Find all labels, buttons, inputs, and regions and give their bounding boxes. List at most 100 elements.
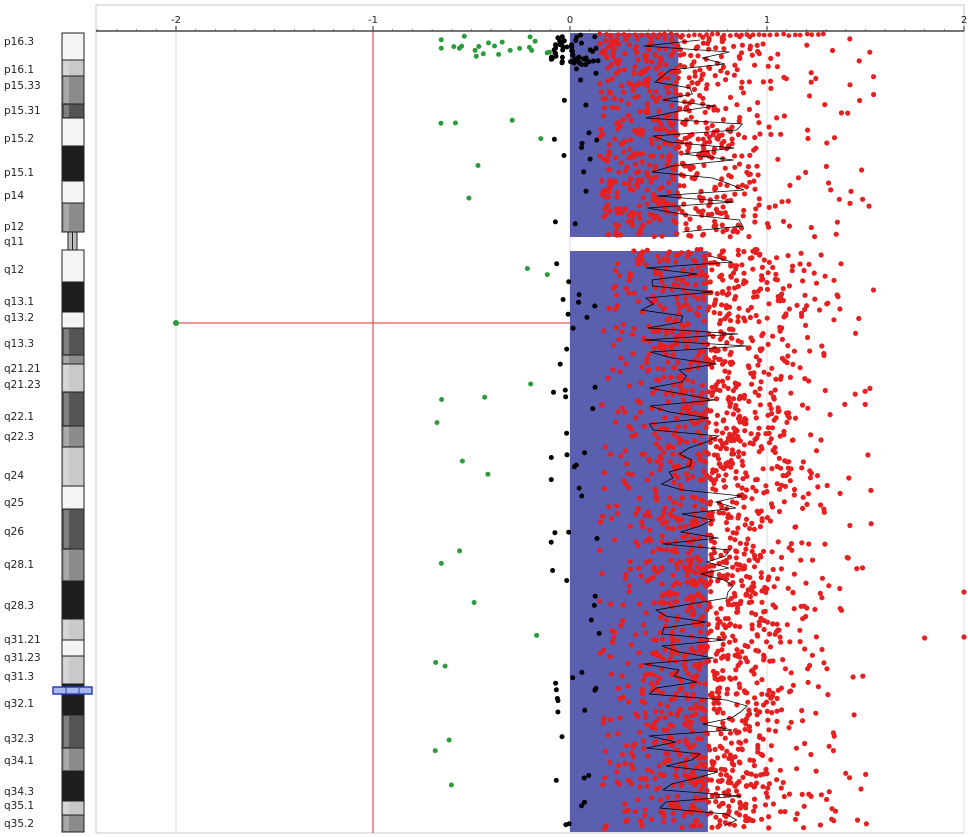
data-point <box>751 147 757 153</box>
data-point <box>769 710 775 716</box>
data-point <box>656 763 662 769</box>
data-point <box>792 524 798 530</box>
data-point <box>678 677 684 684</box>
data-point <box>711 309 717 316</box>
data-point <box>597 650 603 656</box>
data-point <box>647 527 653 533</box>
data-point <box>765 425 772 431</box>
data-point <box>718 210 725 216</box>
data-point <box>809 557 816 563</box>
data-point <box>755 362 761 368</box>
data-point <box>858 786 864 792</box>
data-point <box>691 86 698 92</box>
data-point <box>702 459 708 465</box>
data-point <box>788 719 794 725</box>
loss-points <box>432 33 552 788</box>
data-point <box>442 663 448 669</box>
data-point <box>632 127 638 134</box>
data-point <box>862 401 868 407</box>
data-point <box>594 137 600 143</box>
data-point <box>586 773 592 778</box>
data-point <box>696 558 702 564</box>
data-point <box>640 249 646 255</box>
data-point <box>534 632 540 638</box>
data-point <box>763 483 769 489</box>
data-point <box>666 600 672 606</box>
data-point <box>646 458 653 464</box>
data-point <box>764 794 771 800</box>
data-point <box>605 732 611 738</box>
data-point <box>601 715 607 721</box>
data-point <box>726 639 733 645</box>
data-point <box>703 120 709 126</box>
data-point <box>583 102 589 108</box>
data-point <box>736 449 742 455</box>
data-point <box>746 172 752 178</box>
band-label: p15.31 <box>4 105 41 117</box>
data-point <box>769 425 776 431</box>
data-point <box>659 593 665 599</box>
data-point <box>675 435 681 441</box>
data-point <box>703 86 709 92</box>
data-point <box>735 415 742 421</box>
data-point <box>613 155 619 161</box>
data-point <box>635 505 641 511</box>
data-point <box>770 700 776 706</box>
data-point <box>457 548 463 554</box>
data-point <box>732 537 738 543</box>
data-point <box>719 504 725 510</box>
data-point <box>597 133 603 140</box>
data-point <box>728 326 735 332</box>
data-point <box>661 772 667 779</box>
data-point <box>633 539 639 545</box>
data-point <box>961 634 967 640</box>
data-point <box>716 509 722 516</box>
data-point <box>674 712 680 719</box>
data-point <box>679 322 685 328</box>
data-point <box>651 740 657 746</box>
data-point <box>822 102 828 108</box>
data-point <box>822 387 828 394</box>
data-point <box>734 102 740 108</box>
data-point <box>686 75 692 81</box>
data-point <box>779 336 786 342</box>
data-point <box>676 374 682 380</box>
data-point <box>782 358 788 364</box>
data-point <box>614 189 620 195</box>
data-point <box>656 715 662 722</box>
data-point <box>601 470 607 476</box>
data-point <box>774 576 781 582</box>
data-point <box>627 566 633 572</box>
data-point <box>729 760 735 767</box>
data-point <box>868 521 874 527</box>
data-point <box>847 36 853 42</box>
data-point <box>564 430 570 436</box>
data-point <box>675 300 681 306</box>
data-point <box>659 709 665 715</box>
data-point <box>677 524 683 531</box>
data-point <box>779 199 785 205</box>
data-point <box>741 270 747 276</box>
data-point <box>730 580 736 586</box>
data-point <box>667 315 673 321</box>
data-point <box>803 580 809 586</box>
data-point <box>677 502 683 508</box>
data-point <box>715 347 721 353</box>
data-point <box>651 564 657 570</box>
data-point <box>733 667 739 673</box>
data-point <box>704 643 710 649</box>
data-point <box>670 810 676 817</box>
data-point <box>697 755 703 761</box>
band-label: q21.23 <box>4 379 41 391</box>
data-point <box>739 182 746 188</box>
data-point <box>751 178 757 184</box>
data-point <box>680 454 686 460</box>
data-point <box>708 628 714 634</box>
data-point <box>725 375 731 381</box>
data-point <box>701 262 707 268</box>
data-point <box>718 329 724 335</box>
data-point <box>788 541 795 547</box>
data-point <box>588 617 594 623</box>
data-point <box>679 208 685 215</box>
data-point <box>817 590 823 597</box>
